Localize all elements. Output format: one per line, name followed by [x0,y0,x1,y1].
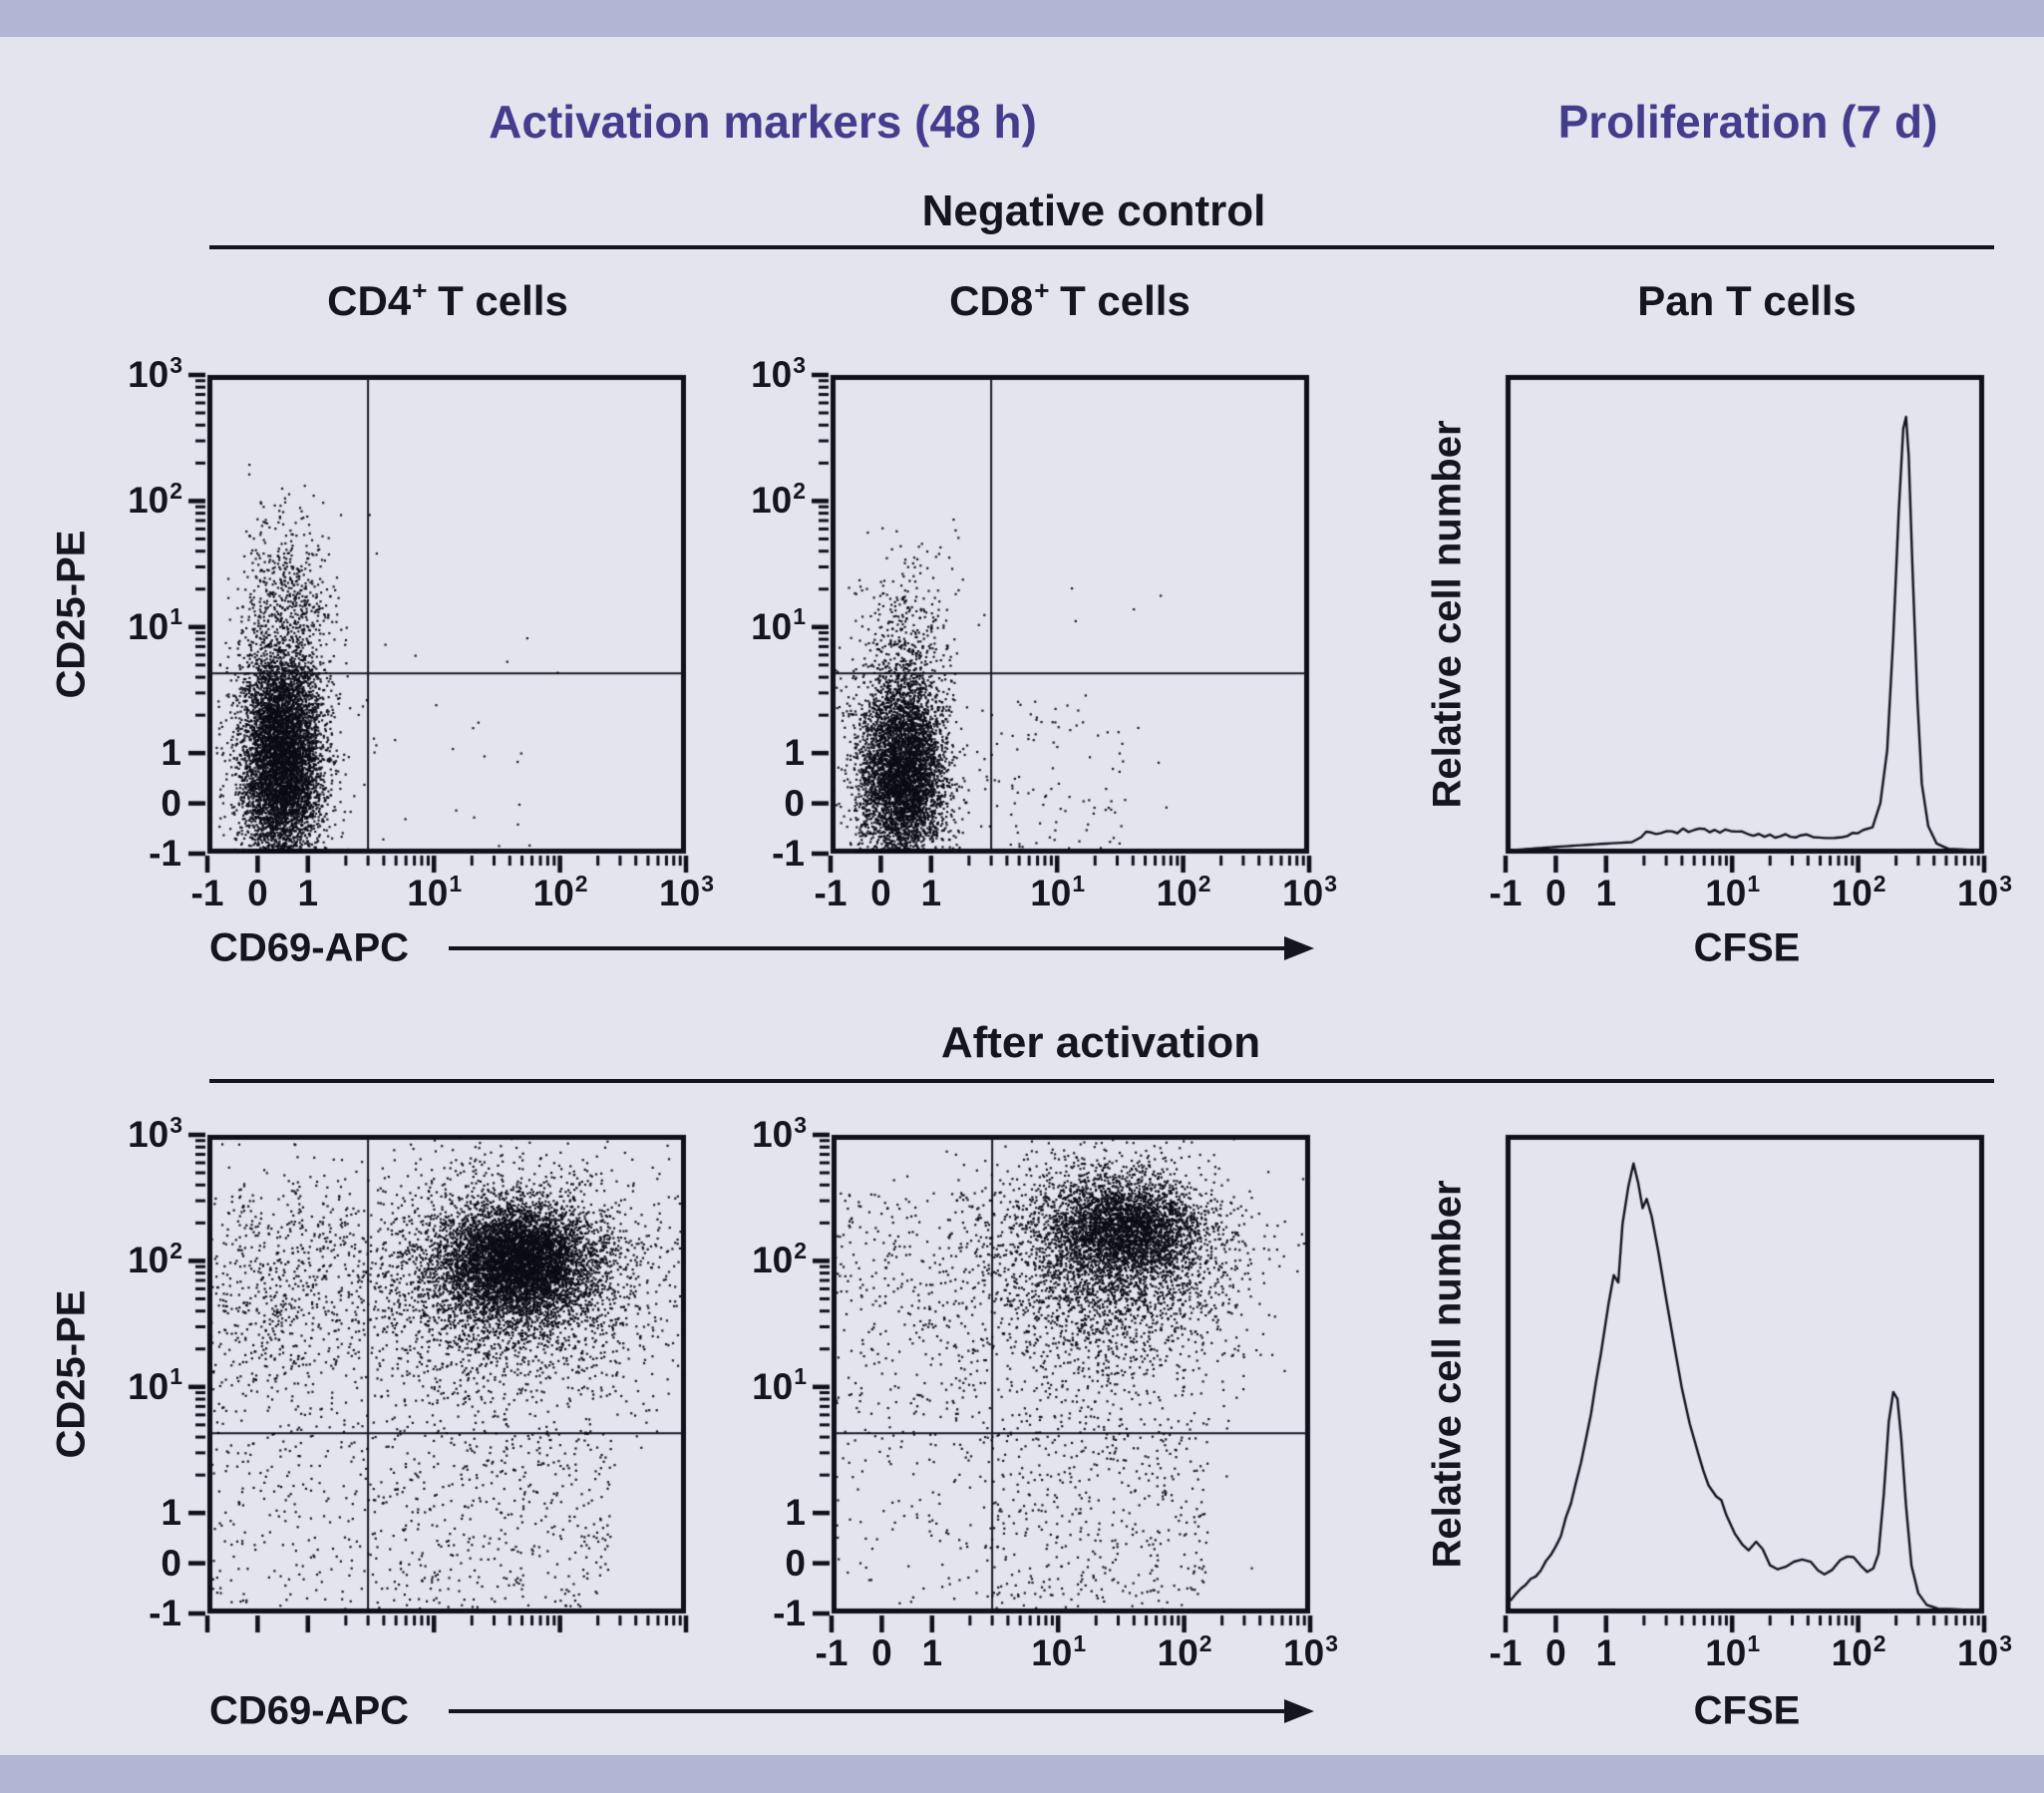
histogram-pan-t-after-activation: -1 0 1 101 102 103 [1306,1065,2044,1723]
tick-label: 1 [1595,1632,1617,1673]
plot-title-cd8-t-cells: CD8+ T cells [949,274,1191,324]
tick-label: 103 [751,351,806,395]
tick-label: 1 [921,1632,943,1673]
tick-label: 1 [297,873,319,913]
tick-label: -1 [149,833,181,874]
tick-label: 103 [128,351,182,395]
section-label-after-activation: After activation [940,1018,1261,1067]
pan-neg-plot-canvas [1466,365,2024,903]
tick-label: 102 [1157,1629,1212,1673]
tick-label: -1 [814,873,848,913]
tick-label: 101 [128,1363,182,1407]
plot-title-pan-t-cells: Pan T cells [1637,277,1857,324]
cd4-neg-plot-canvas [168,365,726,903]
tick-label: 101 [1705,1629,1761,1673]
header-proliferation: Proliferation (7 d) [1557,96,1938,148]
tick-label: 1 [161,732,181,774]
tick-label: 102 [1831,870,1886,913]
tick-label: 0 [161,782,181,824]
tick-label: 101 [1705,870,1761,913]
section-rule-negative [209,245,1994,249]
tick-label: 103 [659,870,714,913]
plot-title-cd4-t-cells: CD4+ T cells [327,274,568,324]
tick-label: 103 [1282,870,1337,913]
tick-label: 0 [870,873,891,913]
tick-label: -1 [190,873,224,913]
tick-label: 101 [751,603,806,647]
x-axis-title-cfse-top: CFSE [1693,925,1801,970]
cd4-act-plot-canvas [168,1125,726,1663]
tick-label: 101 [1031,1629,1087,1673]
tick-label: 101 [128,603,182,647]
tick-label: -1 [773,1593,806,1633]
cd8-neg-plot-canvas [791,365,1349,903]
tick-label: 1 [1595,873,1617,913]
header-activation-markers: Activation markers (48 h) [489,96,1037,148]
tick-label: 1 [920,873,942,913]
tick-label: 103 [1957,1629,2012,1673]
histogram-pan-t-negative-control: -1 0 1 101 102 103 [1306,305,2044,963]
x-axis-title-cd69-apc-bottom: CD69-APC [209,1688,410,1733]
tick-label: -1 [815,1632,849,1673]
tick-label: -1 [1489,873,1523,913]
top-banner-band [0,0,2044,37]
tick-label: 0 [871,1632,892,1673]
dot-plot-cd8-after-activation: -1 0 1 101 102 103 -1 0 1 101 102 103 [632,1065,1390,1723]
tick-label: 102 [128,477,182,522]
tick-label: 103 [1283,1629,1338,1673]
x-axis-title-cd69-apc-top: CD69-APC [209,925,410,970]
tick-label: 0 [247,873,268,913]
tick-label: 102 [532,870,588,913]
tick-label: 102 [752,1237,807,1281]
tick-label: 101 [752,1363,807,1407]
tick-label: 102 [1831,1629,1886,1673]
tick-label: -1 [149,1593,181,1633]
dot-plot-cd4-negative-control: -1 0 1 101 102 103 -1 0 1 101 102 103 [8,305,766,963]
x-axis-arrow-bottom [449,1699,1314,1723]
tick-label: 0 [161,1542,181,1584]
x-axis-arrow-top [449,936,1314,960]
x-axis-title-cfse-bottom: CFSE [1693,1688,1801,1733]
section-label-negative-control: Negative control [921,186,1266,235]
tick-label: 0 [784,782,805,824]
tick-label: 102 [1156,870,1211,913]
tick-label: 0 [1545,1632,1566,1673]
tick-label: 103 [752,1111,807,1155]
dot-plot-cd4-after-activation: -1 0 1 101 102 103 [8,1065,766,1723]
tick-label: -1 [772,833,805,874]
tick-label: 101 [407,870,463,913]
tick-label: 1 [785,1492,806,1534]
cd8-act-plot-canvas [792,1125,1350,1663]
tick-label: 102 [751,477,806,522]
pan-act-plot-canvas [1466,1125,2024,1663]
tick-label: 103 [128,1111,182,1155]
dot-plot-cd8-negative-control: -1 0 1 101 102 103 -1 0 1 101 102 103 [631,305,1389,963]
tick-label: 0 [1545,873,1566,913]
tick-label: -1 [1489,1632,1523,1673]
tick-label: 1 [161,1492,181,1534]
tick-label: 102 [128,1237,182,1281]
tick-label: 101 [1030,870,1086,913]
tick-label: 0 [785,1542,806,1584]
tick-label: 103 [1957,870,2012,913]
tick-label: 1 [784,732,805,774]
bottom-banner-band [0,1755,2044,1793]
section-rule-activated [209,1079,1994,1083]
